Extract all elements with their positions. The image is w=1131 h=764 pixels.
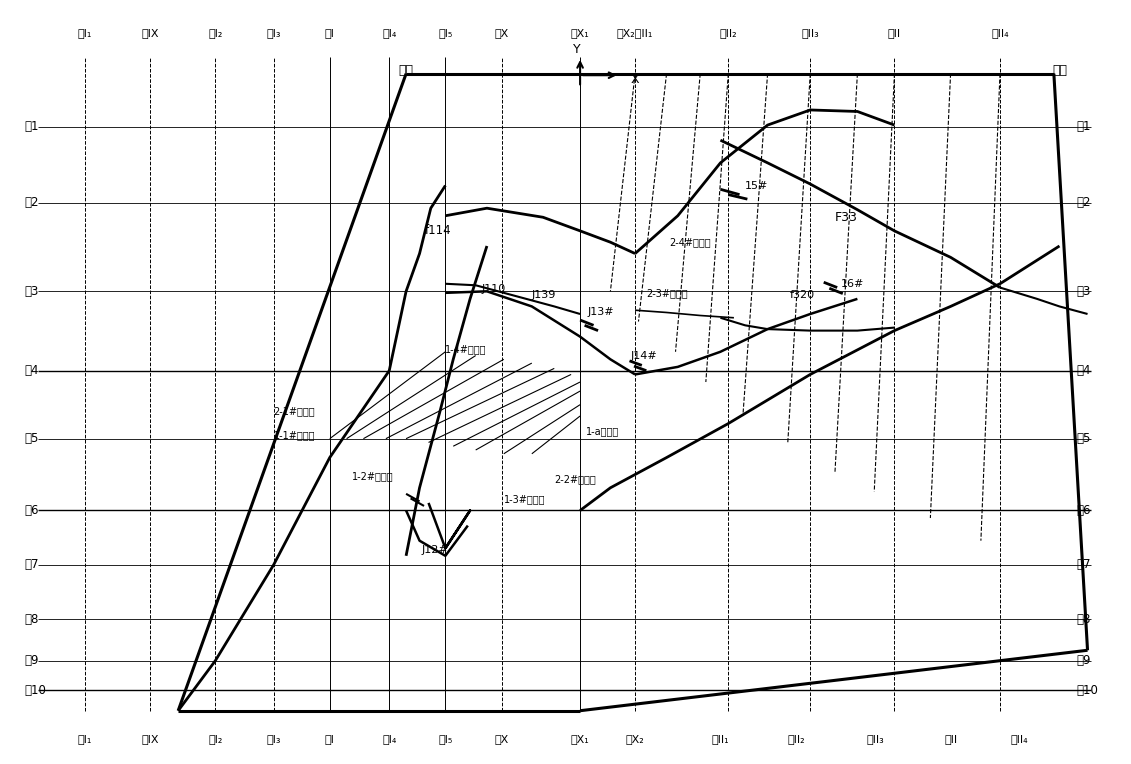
Text: 纴6: 纴6 (1077, 504, 1090, 517)
Text: 纴7: 纴7 (1077, 558, 1090, 571)
Text: 勘I₃: 勘I₃ (267, 28, 280, 38)
Text: 勘II₃: 勘II₃ (802, 28, 819, 38)
Text: 纴9: 纴9 (25, 654, 38, 667)
Text: 纴3: 纴3 (25, 285, 38, 298)
Text: 勘X: 勘X (494, 28, 509, 38)
Text: 勘I₄: 勘I₄ (382, 28, 397, 38)
Text: 纴7: 纴7 (25, 558, 38, 571)
Text: 纴4: 纴4 (25, 364, 38, 377)
Text: 纴10: 纴10 (25, 684, 46, 697)
Text: 1-a置换洞: 1-a置换洞 (586, 426, 619, 436)
Text: 勘I₃: 勘I₃ (267, 733, 280, 743)
Text: 勘X₁: 勘X₁ (571, 28, 589, 38)
Text: J110: J110 (482, 284, 506, 294)
Text: 勘X₁: 勘X₁ (571, 733, 589, 743)
Text: 纴3: 纴3 (1077, 285, 1090, 298)
Text: 纴8: 纴8 (1077, 613, 1090, 626)
Text: 勘II₁: 勘II₁ (711, 733, 729, 743)
Text: 勘I₂: 勘I₂ (208, 733, 223, 743)
Text: F33: F33 (835, 211, 857, 224)
Text: 勘I₄: 勘I₄ (382, 733, 397, 743)
Text: 2-4#置换洞: 2-4#置换洞 (668, 237, 710, 248)
Text: 纴4: 纴4 (1077, 364, 1090, 377)
Text: J139: J139 (532, 290, 556, 300)
Text: 1-1#置换洞: 1-1#置换洞 (274, 430, 316, 440)
Text: X: X (631, 73, 639, 86)
Text: J14#: J14# (631, 351, 657, 361)
Text: 勘I: 勘I (325, 733, 335, 743)
Text: 纴8: 纴8 (25, 613, 38, 626)
Text: Y: Y (573, 43, 580, 56)
Text: 勘IX: 勘IX (141, 28, 158, 38)
Text: f114: f114 (425, 225, 451, 238)
Text: 勘II₄: 勘II₄ (1010, 733, 1028, 743)
Text: 勘I₅: 勘I₅ (438, 28, 452, 38)
Text: 勘IX: 勘IX (141, 733, 158, 743)
Text: 勘II₃: 勘II₃ (866, 733, 884, 743)
Text: 2-2#置换洞: 2-2#置换洞 (554, 474, 596, 484)
Text: 纴6: 纴6 (25, 504, 38, 517)
Text: 勘I: 勘I (325, 28, 335, 38)
Text: 纴10: 纴10 (1077, 684, 1098, 697)
Text: 勘X: 勘X (494, 733, 509, 743)
Text: 15#: 15# (745, 180, 768, 190)
Text: 勘II₄: 勘II₄ (991, 28, 1009, 38)
Text: f320: f320 (791, 290, 815, 300)
Text: 纴1: 纴1 (25, 120, 38, 133)
Text: 纴2: 纴2 (1077, 196, 1090, 209)
Text: 勘I₁: 勘I₁ (78, 28, 93, 38)
Text: 勘X₂: 勘X₂ (625, 733, 645, 743)
Text: 16#: 16# (840, 279, 864, 289)
Text: 勘II: 勘II (888, 28, 901, 38)
Text: 右侧: 右侧 (398, 64, 414, 77)
Text: 1-3#置换洞: 1-3#置换洞 (503, 494, 545, 504)
Text: 1-2#管换洞: 1-2#管换洞 (352, 471, 394, 481)
Text: 纴9: 纴9 (1077, 654, 1090, 667)
Text: 勘II₂: 勘II₂ (788, 733, 805, 743)
Text: 勘II: 勘II (944, 733, 957, 743)
Text: 勘X₂勘II₁: 勘X₂勘II₁ (616, 28, 654, 38)
Text: 2-3#置换洞: 2-3#置换洞 (646, 288, 688, 298)
Text: J12#: J12# (422, 545, 449, 555)
Text: 勘II₂: 勘II₂ (719, 28, 737, 38)
Text: 2-1#置换洞: 2-1#置换洞 (274, 406, 316, 416)
Text: 纴1: 纴1 (1077, 120, 1090, 133)
Text: 纴5: 纴5 (1077, 432, 1090, 445)
Text: 勘I₁: 勘I₁ (78, 733, 93, 743)
Text: 左侧: 左侧 (1052, 64, 1067, 77)
Text: 勘I₅: 勘I₅ (438, 733, 452, 743)
Text: J13#: J13# (588, 307, 614, 318)
Text: 纴5: 纴5 (25, 432, 38, 445)
Text: 1-4#置换洞: 1-4#置换洞 (446, 345, 486, 354)
Text: 勘I₂: 勘I₂ (208, 28, 223, 38)
Text: 纴2: 纴2 (25, 196, 38, 209)
